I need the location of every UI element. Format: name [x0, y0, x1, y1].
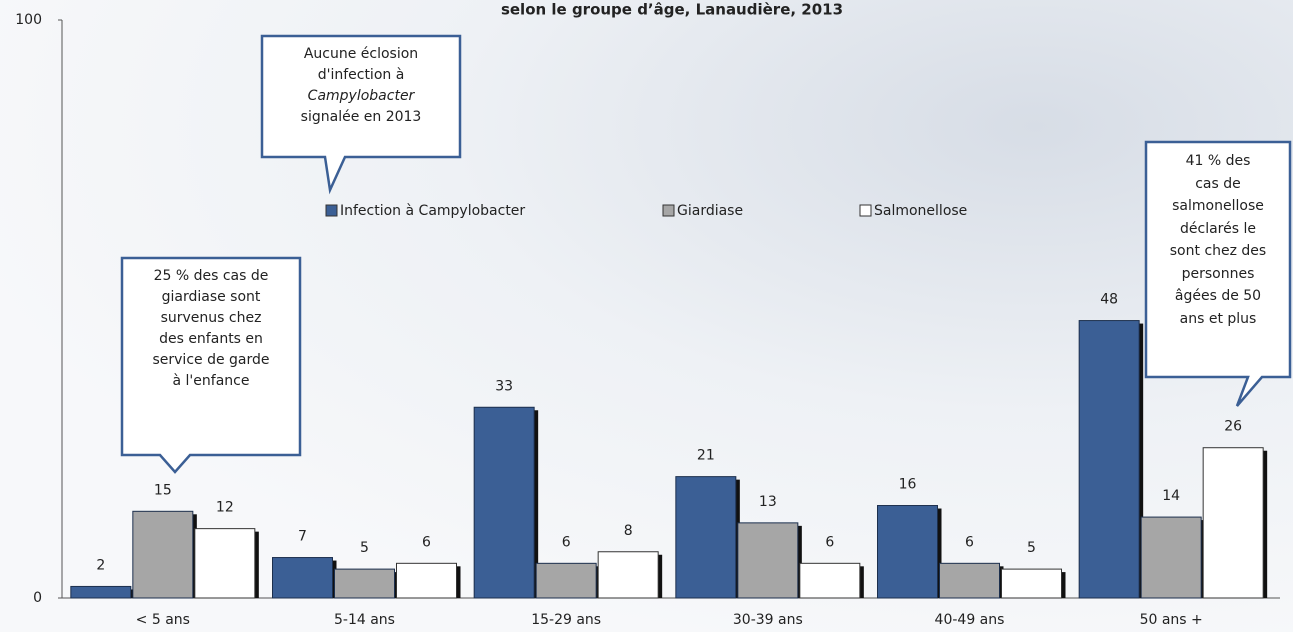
x-tick-label: 5-14 ans — [334, 612, 395, 628]
value-label: 8 — [624, 523, 633, 539]
bar — [939, 562, 1000, 599]
legend-swatch — [325, 204, 338, 217]
bar — [334, 568, 395, 599]
value-label: 13 — [759, 494, 777, 510]
legend-label: Salmonellose — [874, 203, 967, 219]
callout: Aucune éclosion d'infection à Campylobac… — [262, 44, 460, 128]
callout-line: service de garde — [152, 352, 270, 368]
value-label: 16 — [899, 477, 917, 493]
bar — [194, 528, 256, 599]
value-label: 21 — [697, 448, 715, 464]
legend-label: Infection à Campylobacter — [340, 203, 525, 219]
value-label: 15 — [154, 482, 172, 498]
callout-line: déclarés le — [1180, 220, 1256, 237]
callout-line: survenus chez — [160, 310, 262, 326]
value-label: 6 — [422, 534, 431, 550]
x-tick-label: 40-49 ans — [935, 612, 1005, 628]
bar — [877, 505, 938, 599]
value-label: 5 — [360, 540, 369, 556]
callout-line: des enfants en — [159, 331, 263, 347]
bar — [70, 585, 132, 599]
y-tick-label: 100 — [15, 12, 42, 28]
bar — [597, 551, 659, 599]
value-label: 14 — [1162, 488, 1180, 504]
value-label: 6 — [562, 534, 571, 550]
callout-line: salmonellose — [1172, 198, 1264, 214]
x-tick-label: 30-39 ans — [733, 612, 803, 628]
bar — [1140, 516, 1202, 599]
value-label: 6 — [825, 534, 834, 550]
x-tick-label: < 5 ans — [136, 612, 190, 628]
x-tick-label: 15-29 ans — [531, 612, 601, 628]
callout-box — [120, 256, 302, 474]
callout-line: à l'enfance — [172, 373, 250, 389]
value-label: 6 — [965, 534, 974, 550]
callout-line: sont chez des — [1169, 243, 1267, 259]
bar — [1078, 320, 1140, 599]
bar — [675, 476, 737, 599]
callout-line: 41 % des — [1185, 153, 1251, 169]
callout: 41 % des cas de salmonellose déclarés le… — [1146, 150, 1290, 330]
value-label: 48 — [1100, 292, 1118, 308]
callout-line: Campylobacter — [307, 88, 415, 104]
callout-line: signalée en 2013 — [300, 109, 422, 125]
callout-line: giardiase sont — [161, 289, 261, 305]
bar — [272, 557, 333, 599]
bar — [396, 562, 457, 599]
callout-line: Aucune éclosion — [303, 46, 419, 62]
x-tick-label: 50 ans + — [1140, 612, 1203, 628]
legend-swatch — [662, 204, 675, 217]
callout-line: cas de — [1195, 175, 1241, 192]
callout-line: personnes — [1181, 265, 1255, 282]
value-label: 2 — [96, 557, 105, 573]
bar — [535, 562, 597, 599]
y-tick-label: 0 — [33, 590, 42, 606]
callout-line: ans et plus — [1179, 310, 1257, 327]
chart-title: selon le groupe d’âge, Lanaudière, 2013 — [501, 1, 843, 19]
callout-line: âgées de 50 — [1174, 288, 1262, 304]
bar — [737, 522, 799, 599]
bar — [799, 562, 861, 599]
callout-box — [1144, 140, 1292, 407]
value-label: 26 — [1224, 419, 1242, 435]
value-label: 12 — [216, 500, 234, 516]
callout-line: d'infection à — [317, 67, 405, 83]
value-label: 7 — [298, 529, 307, 545]
value-label: 5 — [1027, 540, 1036, 556]
callout: 25 % des cas de giardiase sont survenus … — [122, 266, 300, 392]
callout-box — [260, 34, 462, 195]
legend-label: Giardiase — [677, 203, 743, 219]
value-label: 33 — [495, 378, 513, 394]
bar — [473, 406, 535, 599]
bar — [1001, 568, 1062, 599]
bar — [1202, 447, 1264, 599]
callout-line: 25 % des cas de — [153, 268, 269, 284]
legend-swatch — [859, 204, 872, 217]
bar — [132, 510, 194, 599]
